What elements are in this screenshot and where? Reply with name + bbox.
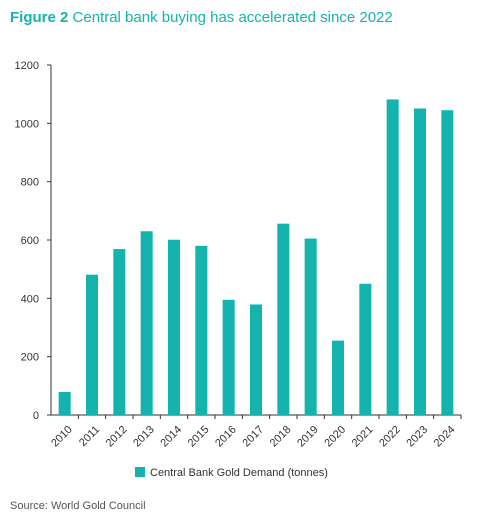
bar bbox=[304, 238, 317, 415]
bar bbox=[113, 249, 126, 415]
x-tick-label: 2019 bbox=[295, 424, 321, 450]
x-tick-label: 2010 bbox=[49, 424, 75, 450]
bar bbox=[58, 391, 71, 415]
bar bbox=[277, 223, 290, 415]
x-tick-label: 2015 bbox=[186, 424, 212, 450]
bar bbox=[167, 239, 181, 415]
bar bbox=[85, 274, 99, 415]
bar bbox=[359, 283, 372, 415]
figure-label: Figure 2 bbox=[10, 9, 69, 26]
title-text: Central bank buying has accelerated sinc… bbox=[72, 9, 393, 26]
bar bbox=[331, 340, 345, 415]
legend-swatch bbox=[135, 467, 145, 477]
chart-title: Figure 2 Central bank buying has acceler… bbox=[10, 8, 393, 28]
x-tick-label: 2013 bbox=[131, 424, 157, 450]
x-axis: 2010 2011 2012 2013 2014 2015 2016 2017 2018 2019… bbox=[49, 414, 462, 450]
x-tick-label: 2014 bbox=[158, 424, 184, 450]
x-tick-label: 2021 bbox=[350, 424, 376, 450]
y-tick-label: 1200 bbox=[15, 60, 39, 72]
legend-label: Central Bank Gold Demand (tonnes) bbox=[150, 467, 328, 479]
legend: Central Bank Gold Demand (tonnes) bbox=[135, 467, 328, 479]
bar bbox=[441, 110, 454, 415]
y-tick-label: 800 bbox=[21, 177, 39, 189]
x-tick-label: 2012 bbox=[104, 424, 130, 450]
bar bbox=[222, 299, 235, 415]
x-tick-label: 2011 bbox=[77, 424, 102, 449]
x-tick-label: 2024 bbox=[432, 424, 458, 450]
bar bbox=[386, 99, 399, 416]
bar bbox=[195, 245, 208, 415]
x-tick-label: 2022 bbox=[377, 424, 403, 450]
x-tick-label: 2018 bbox=[268, 424, 294, 450]
x-tick-label: 2016 bbox=[213, 424, 239, 450]
bars bbox=[58, 99, 454, 416]
y-tick-label: 0 bbox=[33, 410, 39, 422]
y-tick-label: 600 bbox=[21, 235, 39, 247]
y-tick-label: 1000 bbox=[15, 118, 39, 130]
y-tick-label: 200 bbox=[21, 352, 39, 364]
bar bbox=[140, 231, 153, 415]
x-tick-label: 2020 bbox=[322, 424, 348, 450]
y-tick-label: 400 bbox=[21, 293, 39, 305]
y-axis: 0 200 400 600 800 1000 1200 bbox=[15, 60, 52, 422]
bar bbox=[249, 304, 263, 415]
source-note: Source: World Gold Council bbox=[10, 500, 146, 512]
x-tick-label: 2017 bbox=[240, 424, 266, 450]
x-tick-label: 2023 bbox=[404, 424, 430, 450]
bar bbox=[413, 108, 427, 415]
